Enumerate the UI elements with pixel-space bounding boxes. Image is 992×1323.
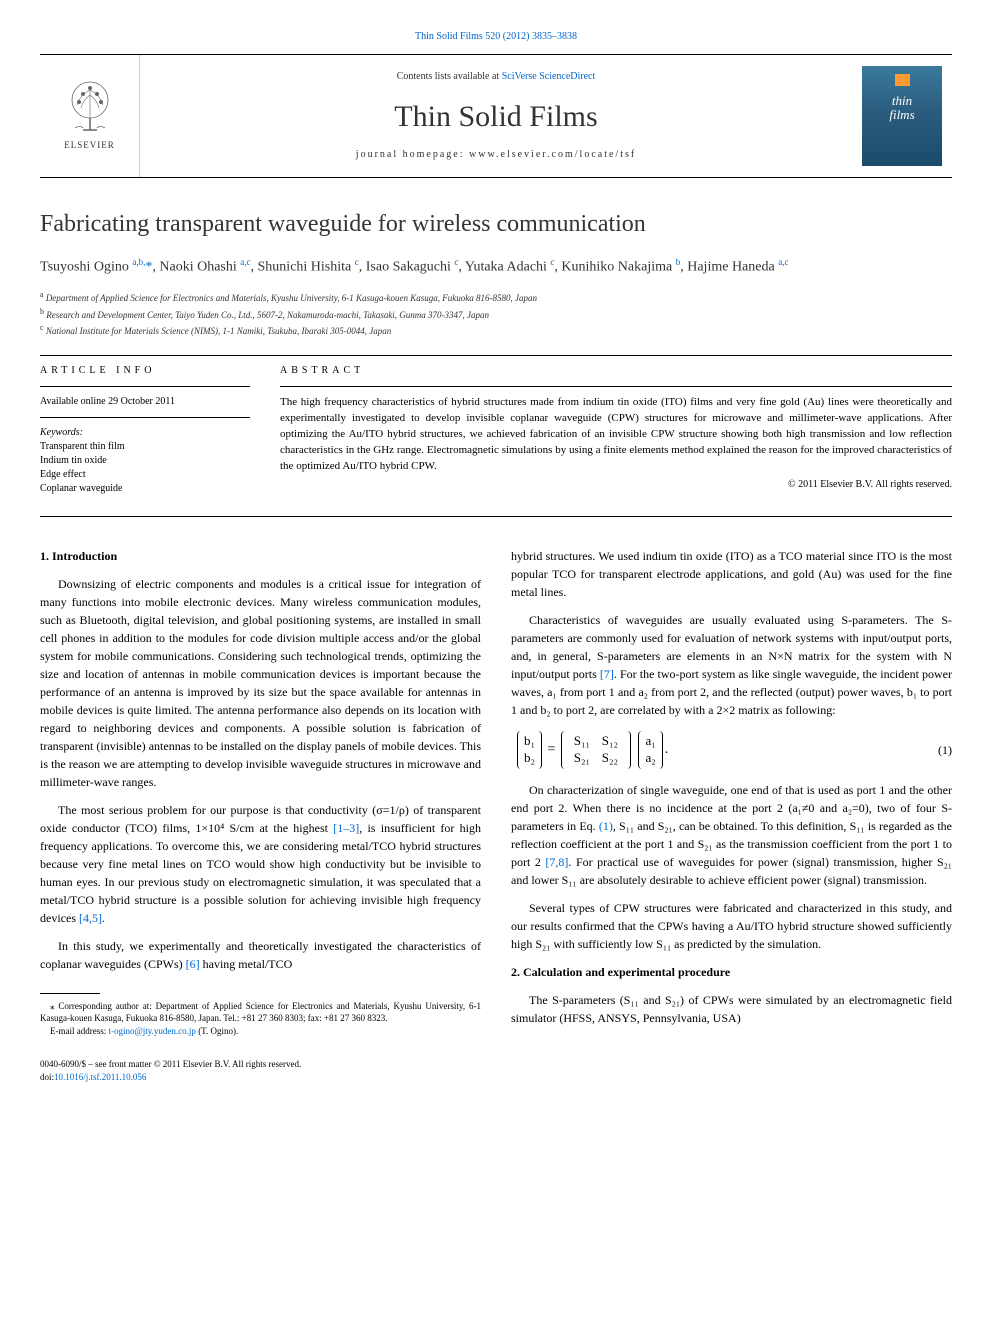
journal-cover-thumb[interactable]: thinfilms bbox=[862, 66, 942, 166]
paragraph: In this study, we experimentally and the… bbox=[40, 937, 481, 973]
citation-link[interactable]: [7,8] bbox=[545, 855, 568, 869]
citation-link[interactable]: [7] bbox=[600, 667, 614, 681]
abstract: ABSTRACT The high frequency characterist… bbox=[280, 364, 952, 496]
keyword: Transparent thin film bbox=[40, 440, 250, 454]
elsevier-logo[interactable]: ELSEVIER bbox=[50, 71, 130, 161]
paragraph: Characteristics of waveguides are usuall… bbox=[511, 611, 952, 719]
divider bbox=[40, 516, 952, 517]
publisher-logo-area: ELSEVIER bbox=[40, 55, 140, 177]
column-right: hybrid structures. We used indium tin ox… bbox=[511, 547, 952, 1085]
contents-prefix: Contents lists available at bbox=[397, 71, 502, 82]
paragraph: The most serious problem for our purpose… bbox=[40, 801, 481, 927]
front-matter-line: 0040-6090/$ – see front matter © 2011 El… bbox=[40, 1058, 481, 1072]
affiliation: c National Institute for Materials Scien… bbox=[40, 322, 952, 339]
available-online: Available online 29 October 2011 bbox=[40, 395, 250, 409]
elsevier-label: ELSEVIER bbox=[64, 139, 115, 152]
citation-link[interactable]: [4,5] bbox=[79, 911, 102, 925]
paragraph: hybrid structures. We used indium tin ox… bbox=[511, 547, 952, 601]
email-footnote: E-mail address: t-ogino@jty.yuden.co.jp … bbox=[40, 1025, 481, 1038]
paragraph: Downsizing of electric components and mo… bbox=[40, 575, 481, 791]
cover-ornament-icon bbox=[895, 74, 910, 86]
cover-thumb-area: thinfilms bbox=[852, 55, 952, 177]
abstract-copyright: © 2011 Elsevier B.V. All rights reserved… bbox=[280, 478, 952, 492]
abstract-heading: ABSTRACT bbox=[280, 364, 952, 378]
article-info-heading: ARTICLE INFO bbox=[40, 364, 250, 378]
section-intro-heading: 1. Introduction bbox=[40, 547, 481, 565]
paragraph: The S-parameters (S₁₁ and S₂₁) of CPWs w… bbox=[511, 991, 952, 1027]
authors-list: Tsuyoshi Ogino a,b,*, Naoki Ohashi a,c, … bbox=[40, 256, 952, 278]
keyword: Coplanar waveguide bbox=[40, 482, 250, 496]
journal-homepage: journal homepage: www.elsevier.com/locat… bbox=[356, 148, 636, 162]
keywords-label: Keywords: bbox=[40, 426, 250, 440]
paragraph: On characterization of single waveguide,… bbox=[511, 781, 952, 889]
masthead: ELSEVIER Contents lists available at Sci… bbox=[40, 54, 952, 178]
cover-text: thinfilms bbox=[889, 94, 914, 123]
keywords-list: Transparent thin filmIndium tin oxideEdg… bbox=[40, 440, 250, 496]
footnote-separator bbox=[40, 993, 100, 994]
running-head-link[interactable]: Thin Solid Films 520 (2012) 3835–3838 bbox=[40, 30, 952, 44]
equation-ref-link[interactable]: (1) bbox=[599, 819, 613, 833]
divider bbox=[40, 417, 250, 418]
elsevier-tree-icon bbox=[65, 80, 115, 135]
corresponding-author-footnote: ⁎ Corresponding author at: Department of… bbox=[40, 1000, 481, 1025]
body-columns: 1. Introduction Downsizing of electric c… bbox=[40, 547, 952, 1085]
keyword: Indium tin oxide bbox=[40, 454, 250, 468]
contents-line: Contents lists available at SciVerse Sci… bbox=[397, 70, 596, 84]
doi-line: doi:10.1016/j.tsf.2011.10.056 bbox=[40, 1071, 481, 1085]
sciencedirect-link[interactable]: SciVerse ScienceDirect bbox=[502, 71, 596, 82]
divider bbox=[40, 386, 250, 387]
info-abstract-row: ARTICLE INFO Available online 29 October… bbox=[40, 364, 952, 496]
doi-link[interactable]: 10.1016/j.tsf.2011.10.056 bbox=[54, 1072, 146, 1082]
divider bbox=[40, 355, 952, 356]
divider bbox=[280, 386, 952, 387]
equation-number: (1) bbox=[938, 741, 952, 759]
citation-link[interactable]: [6] bbox=[186, 957, 200, 971]
abstract-text: The high frequency characteristics of hy… bbox=[280, 395, 952, 475]
email-link[interactable]: t-ogino@jty.yuden.co.jp bbox=[108, 1026, 195, 1036]
page: Thin Solid Films 520 (2012) 3835–3838 EL… bbox=[0, 0, 992, 1115]
affiliation: b Research and Development Center, Taiyo… bbox=[40, 306, 952, 323]
equation-math: b₁b₂ = S₁₁S₁₂S₂₁S₂₂ a₁a₂. bbox=[511, 731, 938, 769]
section-calc-heading: 2. Calculation and experimental procedur… bbox=[511, 963, 952, 981]
footer: 0040-6090/$ – see front matter © 2011 El… bbox=[40, 1058, 481, 1085]
keyword: Edge effect bbox=[40, 468, 250, 482]
article-title: Fabricating transparent waveguide for wi… bbox=[40, 208, 952, 242]
affiliation: a Department of Applied Science for Elec… bbox=[40, 289, 952, 306]
masthead-center: Contents lists available at SciVerse Sci… bbox=[140, 55, 852, 177]
column-left: 1. Introduction Downsizing of electric c… bbox=[40, 547, 481, 1085]
citation-link[interactable]: [1–3] bbox=[333, 821, 359, 835]
paragraph: Several types of CPW structures were fab… bbox=[511, 899, 952, 953]
journal-title: Thin Solid Films bbox=[394, 96, 597, 138]
equation-1: b₁b₂ = S₁₁S₁₂S₂₁S₂₂ a₁a₂. (1) bbox=[511, 731, 952, 769]
article-info: ARTICLE INFO Available online 29 October… bbox=[40, 364, 250, 496]
affiliations: a Department of Applied Science for Elec… bbox=[40, 289, 952, 339]
